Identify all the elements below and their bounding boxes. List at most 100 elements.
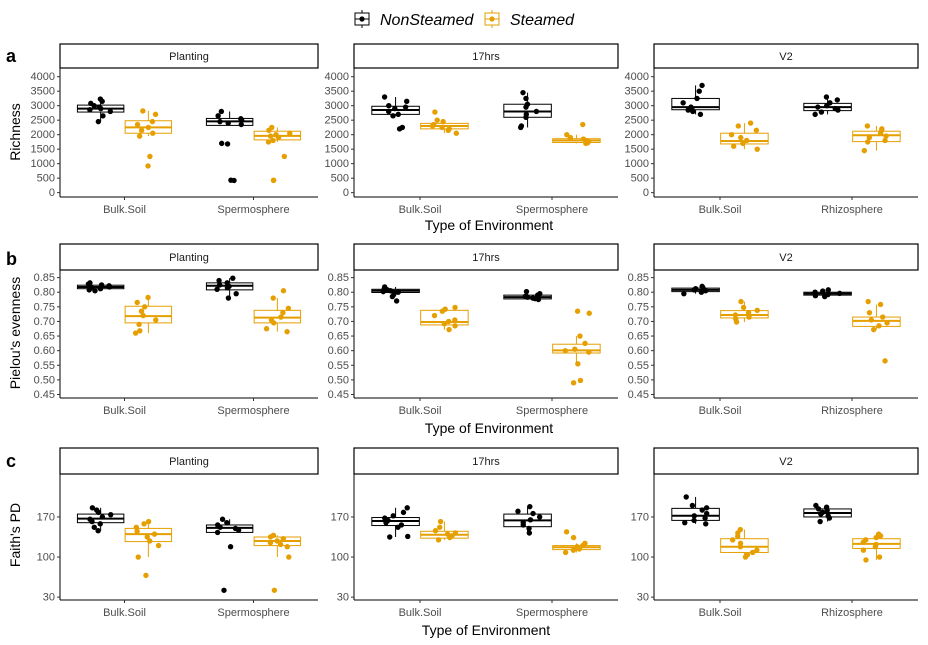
data-point [221,587,227,593]
data-point [284,328,290,335]
data-point [271,587,278,593]
box-steamed-bulk-soil [420,109,469,136]
data-point [107,108,114,115]
legend-label-steamed: Steamed [510,12,575,29]
x-tick-label: Spermosphere [217,405,289,417]
box-nonsteamed-rhizosphere [803,94,852,118]
box-nonsteamed-spermosphere [205,516,254,593]
data-point [884,320,890,326]
data-point [138,127,145,134]
panel-strip-title: Planting [169,456,209,468]
y-tick-label: 0.55 [34,360,55,372]
data-point [879,314,886,320]
data-point [383,519,389,526]
data-point [284,544,290,550]
y-tick-label: 3500 [31,86,55,98]
y-tick-label: 0.65 [628,331,649,343]
data-point [742,554,749,560]
y-tick-label: 0.55 [628,360,649,372]
y-tick-label: 0.75 [628,301,649,313]
y-axis-title-richness: Richness [7,103,23,161]
data-point [697,111,704,118]
data-point [515,508,521,514]
data-point [275,134,282,141]
data-point [100,113,106,119]
box-nonsteamed-bulk-soil [671,283,720,297]
data-point [691,513,697,519]
panel-strip-title: V2 [779,252,792,264]
data-point [155,542,162,549]
row-tag-b: b [6,249,17,269]
x-tick-label: Bulk.Soil [103,607,146,619]
y-tick-label: 30 [337,592,349,604]
box-steamed-spermosphere [552,308,601,386]
panel-a-3: V2 0 500 1000 1500 2000 2500 3000 3500 4000 Bulk.S… [625,43,919,216]
panel-b-3: V2 0.45 0.50 0.55 0.60 0.65 0.70 0.75 0.80 0.85 Bu… [628,243,919,417]
box-steamed-bulk-soil [720,526,769,560]
panel-strip-title: V2 [779,456,792,468]
data-point [524,294,531,300]
data-point [882,358,888,364]
data-point [91,524,97,530]
data-point [580,121,586,128]
data-point [230,275,236,281]
data-point [815,104,821,110]
y-tick-label: 100 [631,552,649,564]
data-point [99,514,106,520]
data-point [698,289,705,295]
data-point [224,285,231,291]
data-point [523,288,530,295]
data-point [389,293,396,300]
data-point [219,516,226,522]
data-point [86,287,92,293]
y-tick-label: 0.80 [628,287,649,299]
box-iqr [253,309,302,324]
data-point [873,534,879,541]
x-tick-label: Spermosphere [516,204,588,216]
data-point [153,317,159,323]
data-point [381,94,388,100]
data-point [238,117,245,123]
y-tick-label: 0.85 [628,272,649,284]
y-tick-label: 100 [331,552,349,564]
x-axis-title-row-b: Type of Environment [425,420,554,436]
y-tick-label: 0.60 [328,345,349,357]
x-tick-label: Bulk.Soil [699,204,742,216]
y-tick-label: 0 [343,187,349,199]
data-point [864,123,871,129]
panel-a-2: 17hrs 0 500 1000 1500 2000 2500 3000 3500 4000 Bul… [325,43,619,216]
box-nonsteamed-spermosphere [503,503,552,536]
data-point [214,529,221,536]
y-tick-label: 3000 [31,100,55,112]
data-point [820,288,826,294]
data-point [866,134,873,141]
data-point [266,127,272,134]
data-point [746,314,752,320]
y-tick-label: 2500 [31,115,55,127]
legend-key-nonsteamed [354,10,370,28]
box-nonsteamed-spermosphere [205,275,254,301]
data-point [821,293,828,300]
data-point [141,521,147,527]
data-point [395,289,401,295]
data-point [815,506,822,512]
data-point [835,107,841,113]
y-tick-label: 2000 [325,129,349,141]
data-point [576,546,582,552]
x-tick-label: Spermosphere [516,607,588,619]
box-nonsteamed-bulk-soil [371,505,420,540]
data-point [278,314,284,320]
data-point [402,104,409,110]
box-nonsteamed-bulk-soil [371,284,420,304]
panel-strip [653,243,919,271]
data-point [445,318,452,325]
data-point [743,137,750,144]
y-tick-label: 0.45 [628,389,649,401]
data-point [824,102,830,109]
data-point [729,537,736,543]
box-steamed-bulk-soil [420,518,469,543]
data-point [564,131,570,138]
data-point [270,177,277,184]
x-tick-label: Rhizosphere [821,405,883,417]
